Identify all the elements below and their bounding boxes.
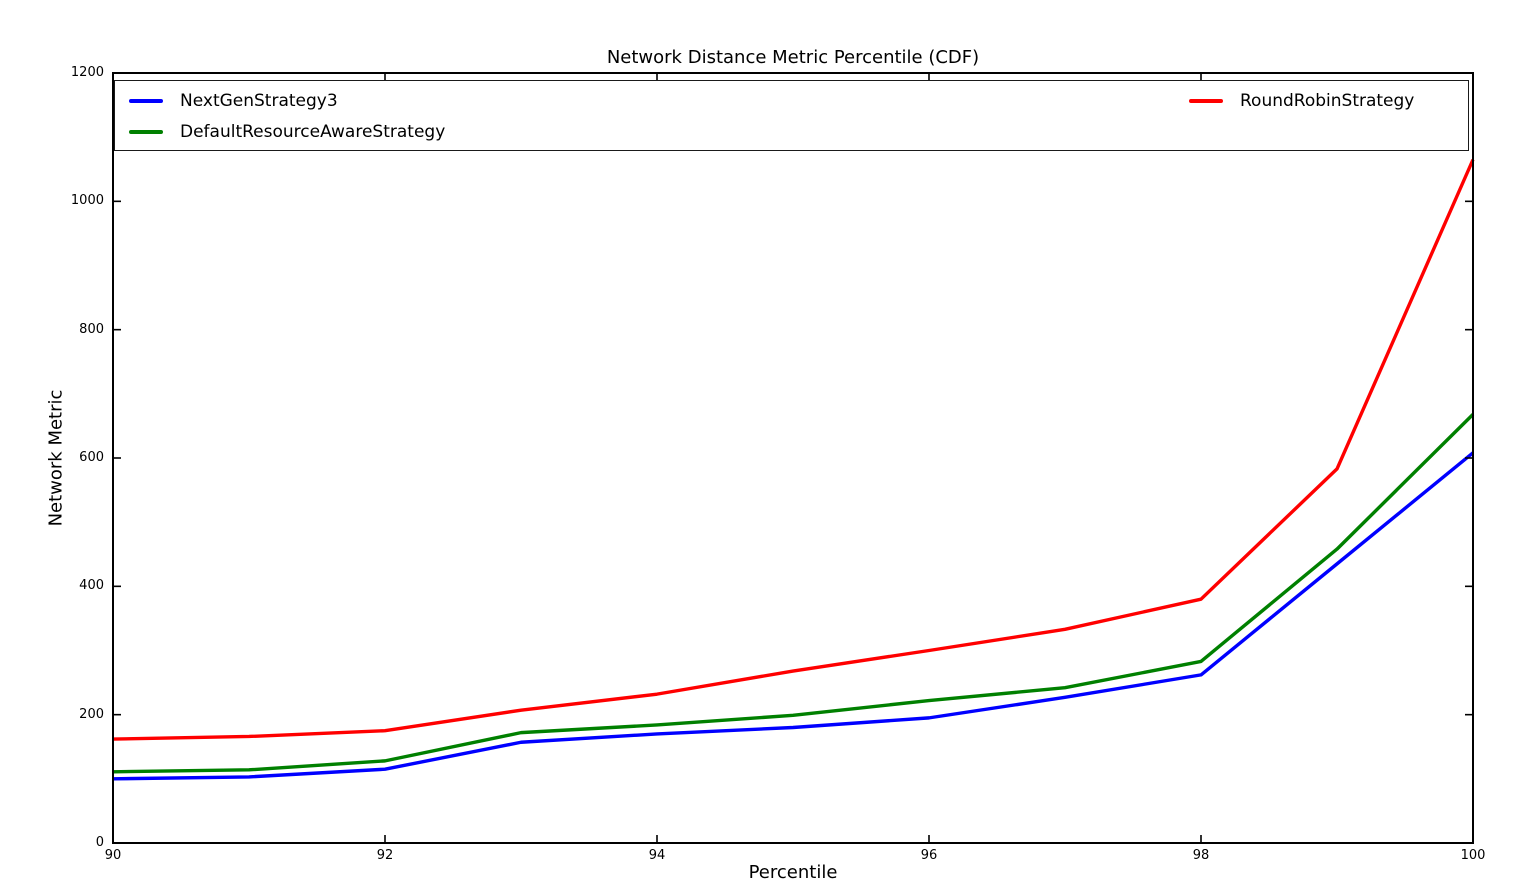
legend-label: DefaultResourceAwareStrategy bbox=[180, 121, 446, 142]
series-line-defaultresourceawarestrategy bbox=[112, 413, 1475, 774]
x-tick-label: 92 bbox=[376, 848, 394, 863]
x-tick-label: 100 bbox=[1460, 848, 1486, 863]
legend-line-sample-red bbox=[1189, 99, 1223, 103]
series-line-nextgenstrategy3 bbox=[112, 451, 1475, 781]
legend-entry-defaultresourceawarestrategy: DefaultResourceAwareStrategy bbox=[129, 119, 445, 145]
y-tick-label: 1000 bbox=[70, 193, 104, 209]
y-tick-label: 400 bbox=[79, 578, 104, 594]
legend-line-sample-green bbox=[129, 130, 163, 134]
legend-label: NextGenStrategy3 bbox=[180, 90, 338, 111]
legend-line-sample-blue bbox=[129, 99, 163, 103]
x-tick-label: 98 bbox=[1192, 848, 1210, 863]
y-tick-label: 800 bbox=[79, 321, 104, 337]
chart-title: Network Distance Metric Percentile (CDF) bbox=[606, 47, 980, 68]
y-tick-label: 600 bbox=[79, 450, 104, 465]
legend-entry-nextgenstrategy3: NextGenStrategy3 bbox=[129, 88, 338, 114]
series-line-roundrobinstrategy bbox=[112, 158, 1475, 741]
legend-entry-roundrobinstrategy: RoundRobinStrategy bbox=[1189, 88, 1414, 114]
x-tick-label: 90 bbox=[104, 848, 122, 863]
y-tick-label: 200 bbox=[79, 706, 104, 722]
x-axis-label: Percentile bbox=[748, 862, 838, 883]
legend: NextGenStrategy3 DefaultResourceAwareStr… bbox=[114, 80, 1469, 151]
legend-label: RoundRobinStrategy bbox=[1240, 90, 1415, 111]
x-tick-label: 96 bbox=[920, 848, 938, 863]
x-tick-label: 94 bbox=[648, 848, 666, 863]
y-tick-label: 0 bbox=[95, 835, 104, 850]
y-tick-label: 1200 bbox=[70, 65, 104, 80]
